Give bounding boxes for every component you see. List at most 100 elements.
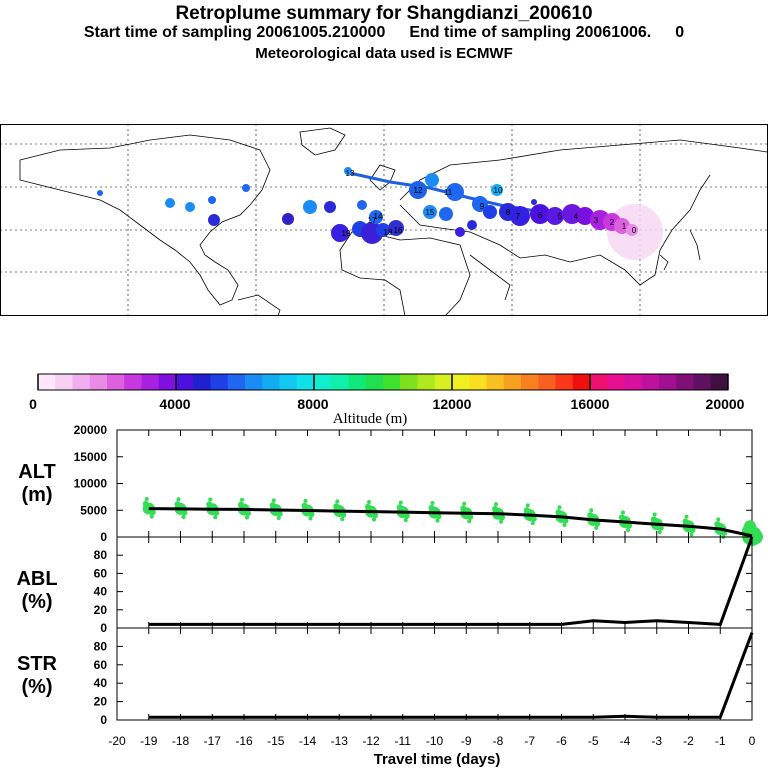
x-tick-label: -3 (651, 734, 662, 748)
x-tick-label: -5 (588, 734, 599, 748)
plume-cluster-circle (626, 224, 638, 236)
colorbar-swatch (434, 374, 453, 390)
time-series-panels: 05000100001500020000ALT(m)020406080ABL(%… (16, 423, 763, 748)
x-tick-label: -18 (172, 734, 190, 748)
plume-cluster-circle (491, 184, 503, 196)
altitude-scatter-point (174, 501, 181, 508)
colorbar-swatch (590, 374, 608, 390)
altitude-scatter-point (403, 512, 410, 519)
x-tick-label: -4 (620, 734, 631, 748)
colorbar-swatch (141, 374, 160, 390)
colorbar-swatch (193, 374, 211, 390)
altitude-scatter-point (271, 498, 276, 503)
colorbar-swatch (331, 374, 349, 390)
plume-cluster-circle (376, 223, 390, 237)
x-tick-label: -7 (524, 734, 535, 748)
altitude-scatter-point (682, 518, 689, 525)
colorbar-swatch (296, 374, 315, 390)
altitude-scatter-point (714, 521, 721, 528)
altitude-scatter-point (744, 520, 756, 533)
panel-ylabel-unit: (m) (21, 484, 52, 506)
altitude-scatter-point (530, 515, 537, 522)
colorbar-swatch (210, 374, 229, 390)
altitude-scatter-point (340, 511, 347, 518)
cluster-label: 7 (516, 212, 521, 221)
y-tick-label: 20 (94, 695, 108, 709)
colorbar-swatch (158, 374, 177, 390)
altitude-scatter-point (589, 508, 594, 513)
plume-cluster-circle (510, 206, 530, 226)
colorbar-tick-label: 0 (29, 396, 37, 412)
altitude-scatter-point (245, 510, 251, 517)
y-tick-label: 10000 (74, 477, 108, 491)
panel-ylabel-abl: ABL (16, 568, 57, 590)
colorbar-swatch (348, 374, 367, 390)
x-tick-label: -10 (426, 734, 444, 748)
altitude-scatter-point (308, 511, 315, 518)
cluster-label: 5 (558, 212, 563, 221)
end-time-suffix: 0 (675, 24, 685, 41)
plume-cluster-circle (483, 205, 497, 219)
colorbar-swatch (555, 374, 574, 390)
y-tick-label: 80 (94, 639, 108, 653)
plume-cluster-circle (531, 199, 537, 205)
x-tick-label: -12 (362, 734, 380, 748)
cluster-label: 3 (594, 216, 599, 225)
altitude-scatter-point (149, 514, 154, 519)
altitude-scatter-point (269, 502, 276, 509)
colorbar-swatch (176, 374, 194, 390)
colorbar-tick-label: 4000 (159, 396, 190, 412)
colorbar-swatch (572, 374, 591, 390)
cluster-label: 13 (346, 169, 355, 178)
plume-cluster-circle (546, 207, 564, 225)
altitude-scatter-point (492, 505, 498, 512)
colorbar-tick-label: 8000 (297, 396, 328, 412)
colorbar-title: Altitude (m) (333, 411, 408, 427)
y-tick-label: 5000 (80, 503, 107, 517)
altitude-scatter-point (142, 500, 149, 507)
altitude-scatter-point (467, 513, 474, 520)
x-tick-label: -17 (204, 734, 222, 748)
colorbar-swatch (124, 374, 142, 390)
altitude-scatter-point (657, 530, 662, 535)
plume-cluster-circle (242, 184, 250, 192)
altitude-scatter-point (367, 499, 371, 504)
altitude-scatter-point (626, 522, 632, 529)
altitude-scatter-point (467, 519, 472, 524)
colorbar-swatch (693, 374, 712, 390)
altitude-scatter-point (238, 501, 244, 508)
panel-alt: 0 5000 10000 15000 20000 ALT(m) (18, 423, 763, 546)
colorbar-swatch (400, 374, 418, 390)
plume-cluster-circle (576, 207, 594, 225)
plume-cluster-circle (409, 181, 427, 199)
colorbar-swatch (107, 374, 125, 390)
y-tick-label: 80 (94, 548, 108, 562)
altitude-scatter-point (494, 502, 498, 507)
altitude-scatter-point (396, 504, 403, 511)
plume-cluster-circle (303, 200, 317, 214)
x-tick-label: -6 (556, 734, 567, 748)
colorbar-tick-label: 20000 (706, 396, 745, 412)
y-tick-label: 60 (94, 658, 108, 672)
end-time-label: End time of sampling 20061006. (409, 24, 652, 41)
colorbar-swatch (676, 374, 694, 390)
plume-cluster-circle (425, 173, 439, 187)
colorbar-swatch (641, 374, 660, 390)
plume-cluster-circle (357, 200, 367, 210)
altitude-scatter-point (149, 509, 156, 516)
panel-abl: 0 20 40 60 80 ABL(%) (16, 536, 754, 635)
series-line-str (148, 632, 754, 719)
cluster-label: 16 (394, 226, 403, 235)
x-tick-label: 0 (749, 734, 756, 748)
altitude-colorbar: 0 4000 8000 12000 16000 20000 (29, 373, 745, 412)
colorbar-swatch (262, 374, 280, 390)
altitude-scatter-point (430, 501, 435, 506)
altitude-scatter-point (562, 522, 567, 527)
altitude-scatter-point (308, 516, 313, 521)
altitude-scatter-point (562, 517, 569, 524)
cluster-label: 6 (538, 211, 543, 220)
x-tick-label: -15 (267, 734, 285, 748)
